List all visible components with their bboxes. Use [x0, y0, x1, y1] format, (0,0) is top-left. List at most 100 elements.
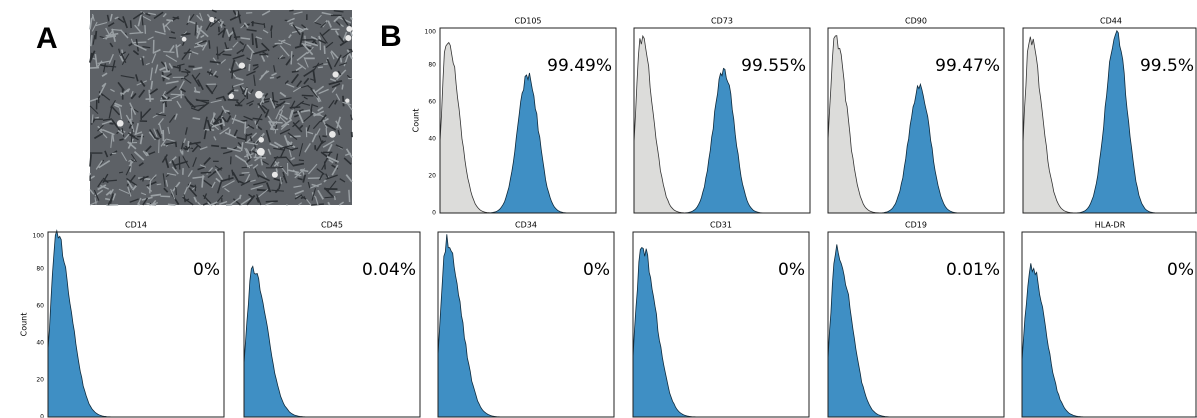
cell — [137, 14, 143, 27]
cell — [273, 100, 286, 110]
cell — [130, 92, 137, 100]
cell — [102, 118, 113, 122]
stained-histogram — [47, 229, 224, 418]
y-tick-label: 80 — [428, 62, 436, 69]
histogram-panel: CD34 0% — [437, 221, 615, 418]
cell — [103, 63, 106, 73]
cell — [287, 132, 298, 141]
cell — [323, 152, 331, 164]
cell — [98, 160, 111, 169]
plot-frame — [439, 27, 617, 214]
cell — [193, 196, 198, 203]
cell — [325, 174, 338, 181]
cell — [291, 29, 301, 34]
cell — [319, 114, 327, 123]
cell — [322, 135, 327, 138]
cell — [302, 43, 314, 56]
plot-title: CD73 — [711, 17, 733, 26]
cell — [279, 45, 290, 57]
cell — [199, 12, 204, 22]
cell — [96, 60, 103, 68]
cell — [322, 140, 335, 148]
histogram-panel: CD19 0.01% — [827, 221, 1005, 418]
bright-cell — [345, 98, 350, 103]
cell — [306, 131, 314, 135]
cell — [289, 109, 295, 122]
cell — [89, 154, 92, 167]
cell — [236, 136, 247, 141]
cell — [179, 149, 183, 154]
cell — [149, 174, 157, 182]
plot-title: CD19 — [905, 221, 927, 230]
cell — [349, 30, 353, 37]
cell — [323, 187, 334, 197]
cell — [273, 161, 280, 167]
plot-title: HLA-DR — [1095, 221, 1126, 230]
cell — [312, 104, 319, 108]
cell — [165, 179, 169, 187]
cell — [187, 15, 191, 24]
cell — [208, 40, 211, 49]
percent-label: 0% — [193, 260, 220, 280]
cell — [197, 101, 210, 112]
cell — [208, 70, 212, 76]
cell — [244, 152, 254, 158]
cell — [342, 51, 351, 59]
cell — [129, 198, 139, 203]
cell — [261, 104, 268, 111]
cell — [149, 88, 159, 95]
cell — [162, 23, 166, 33]
cell — [106, 14, 110, 22]
cell — [299, 27, 308, 33]
cell — [159, 66, 167, 71]
cell — [310, 88, 318, 99]
cell — [275, 109, 281, 120]
cell — [315, 128, 321, 136]
cell — [285, 83, 295, 88]
cell — [314, 196, 319, 206]
bright-cell — [258, 137, 264, 143]
bright-cell — [345, 34, 352, 42]
cell — [194, 86, 197, 93]
cell — [273, 147, 286, 151]
cell — [235, 76, 244, 81]
cell — [284, 123, 290, 126]
bright-cell — [256, 147, 265, 156]
cell — [292, 86, 302, 93]
cell — [211, 121, 225, 128]
cell — [163, 51, 175, 53]
stained-histogram — [243, 265, 420, 418]
histogram-panel: CD105 99.49% — [439, 17, 617, 214]
cell — [290, 156, 296, 161]
cell — [170, 188, 176, 200]
cell — [280, 123, 288, 131]
cell — [154, 64, 159, 74]
cell — [166, 19, 174, 22]
cell — [93, 189, 100, 201]
cell — [279, 128, 291, 135]
cell — [101, 120, 113, 125]
percent-label: 0.01% — [946, 260, 1000, 280]
cell — [335, 21, 341, 26]
cell — [109, 42, 114, 48]
cell — [277, 57, 286, 60]
cell — [250, 89, 254, 94]
cell — [271, 72, 277, 77]
cell — [246, 194, 256, 206]
cell — [227, 147, 241, 153]
cell — [119, 51, 127, 57]
plot-title: CD105 — [514, 17, 541, 26]
cell — [90, 118, 96, 125]
cell — [130, 128, 133, 143]
cell — [311, 183, 319, 188]
cell — [292, 121, 303, 133]
plot-title: CD34 — [515, 221, 537, 230]
cell — [341, 16, 349, 26]
bright-cell — [332, 71, 339, 78]
cell — [145, 12, 151, 17]
cell — [147, 12, 156, 16]
cell — [283, 135, 290, 147]
cell — [156, 113, 166, 117]
cell — [249, 50, 254, 62]
plot-frame — [437, 231, 615, 418]
